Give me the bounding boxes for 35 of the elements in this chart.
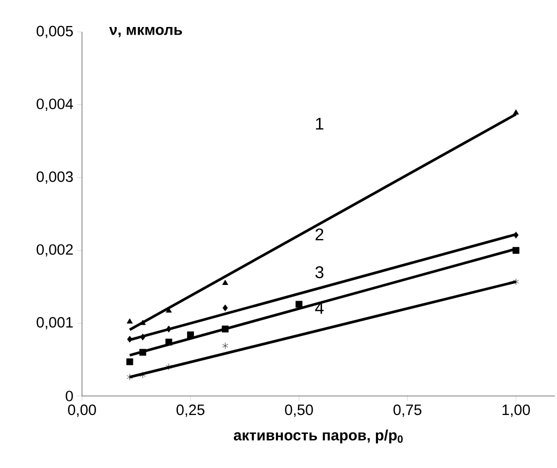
y-tick-label: 0,004: [36, 98, 74, 111]
y-tick-label: 0: [66, 390, 73, 402]
point: [513, 232, 519, 238]
point: [222, 326, 229, 332]
x-tick-label: 0,75: [394, 404, 422, 417]
x-tick-label: 1,00: [502, 404, 530, 417]
point: [126, 318, 133, 324]
point: [126, 374, 133, 380]
x-tick-label: 0,00: [68, 404, 96, 417]
point: [165, 338, 172, 346]
y-tick-label: 0,001: [36, 317, 73, 330]
point: [512, 246, 520, 254]
point: [140, 334, 146, 340]
annotation: 3: [315, 266, 324, 278]
x-tick-label: 0,50: [285, 404, 313, 417]
point: [512, 278, 519, 286]
point: [139, 348, 146, 356]
point: [127, 336, 132, 343]
y-tick-label: 0,003: [36, 171, 73, 184]
point: [222, 304, 228, 312]
y-tick-label: 0,002: [36, 244, 73, 257]
y-axis-title: ν, мкмоль: [109, 26, 182, 38]
x-axis-title: активность паров, p/p$_{0}$: [234, 430, 403, 444]
point: [222, 280, 228, 285]
annotation: 2: [316, 228, 324, 240]
point: [166, 326, 172, 332]
point: [166, 363, 172, 370]
x-tick-label: 0,25: [176, 404, 204, 417]
point: [126, 358, 134, 366]
annotation: 1: [316, 118, 324, 130]
y-tick-label: 0,005: [36, 26, 73, 38]
point: [296, 300, 302, 308]
point: [222, 342, 228, 350]
point: [187, 331, 194, 338]
point: [512, 109, 519, 115]
